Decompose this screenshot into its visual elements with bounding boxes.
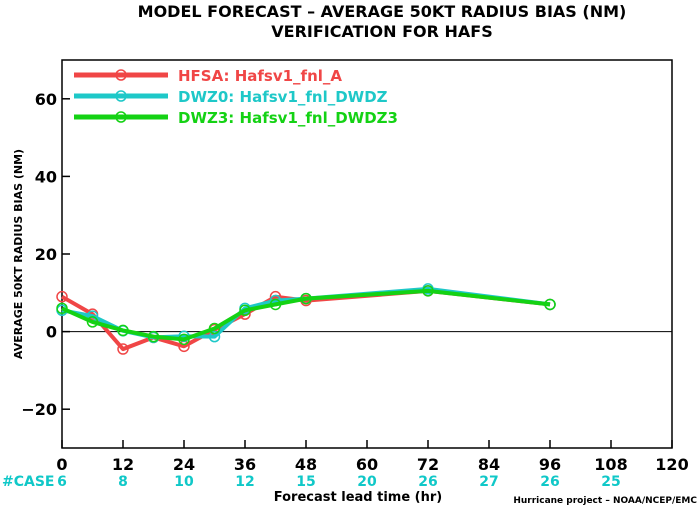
y-axis-label: AVERAGE 50KT RADIUS BIAS (NM) (12, 149, 25, 359)
y-tick-label: 0 (46, 323, 57, 342)
y-tick-label: 60 (35, 90, 57, 109)
series-layer (56, 283, 556, 355)
x-axis-label: Forecast lead time (hr) (274, 490, 442, 505)
x-tick-label: 24 (173, 455, 195, 474)
legend-label: DWZ0: Hafsv1_fnl_DWDZ (178, 88, 388, 106)
chart-title: MODEL FORECAST – AVERAGE 50KT RADIUS BIA… (138, 2, 627, 21)
data-point (208, 330, 221, 343)
x-tick-label: 72 (417, 455, 439, 474)
case-label: #CASE (2, 474, 55, 490)
case-count: 10 (174, 474, 194, 490)
case-counts: 6 8 10 12 15 20 26 27 26 25 (57, 474, 621, 490)
series-line (61, 288, 551, 342)
y-tick-label: 20 (35, 245, 57, 264)
legend-marker (115, 90, 127, 102)
case-count: 8 (118, 474, 128, 490)
case-count: 12 (235, 474, 254, 490)
legend: HFSA: Hafsv1_fnl_A DWZ0: Hafsv1_fnl_DWDZ D… (74, 67, 398, 127)
x-tick-label: 36 (234, 455, 256, 474)
data-point (56, 290, 68, 303)
legend-marker (115, 69, 127, 81)
data-point (117, 324, 129, 337)
y-tick-label: −20 (21, 400, 57, 419)
case-count: 25 (601, 474, 620, 490)
x-tick-label: 60 (356, 455, 378, 474)
data-point (269, 298, 282, 311)
x-tick-label: 108 (594, 455, 627, 474)
data-point (544, 298, 556, 311)
x-tick-label: 12 (112, 455, 134, 474)
case-count: 26 (418, 474, 437, 490)
legend-label: HFSA: Hafsv1_fnl_A (178, 67, 342, 85)
data-point (239, 304, 251, 317)
y-tick-label: 40 (35, 167, 57, 186)
legend-marker (115, 111, 127, 123)
data-point (147, 330, 160, 343)
data-point (86, 316, 99, 328)
case-count: 20 (357, 474, 377, 490)
series-group (56, 285, 556, 346)
case-count: 27 (479, 474, 498, 490)
data-point (56, 302, 68, 315)
data-point (300, 292, 312, 305)
data-point (117, 343, 129, 355)
x-tick-label: 120 (655, 455, 688, 474)
case-count: 15 (296, 474, 315, 490)
case-count: 6 (57, 474, 67, 490)
y-axis-ticks: 60 40 20 0 −20 (21, 90, 70, 419)
x-tick-label: 48 (295, 455, 317, 474)
chart-subtitle: VERIFICATION FOR HAFS (271, 22, 492, 41)
case-count: 26 (540, 474, 559, 490)
legend-label: DWZ3: Hafsv1_fnl_DWDZ3 (178, 109, 398, 127)
credit-text: Hurricane project – NOAA/NCEP/EMC (513, 496, 697, 506)
x-tick-label: 84 (478, 455, 500, 474)
data-point (208, 322, 221, 335)
data-point (178, 333, 190, 346)
x-tick-label: 96 (539, 455, 561, 474)
data-point (422, 285, 434, 297)
x-tick-label: 0 (56, 455, 67, 474)
x-axis-ticks: 0 12 24 36 48 60 72 84 96 108 120 (56, 440, 689, 474)
